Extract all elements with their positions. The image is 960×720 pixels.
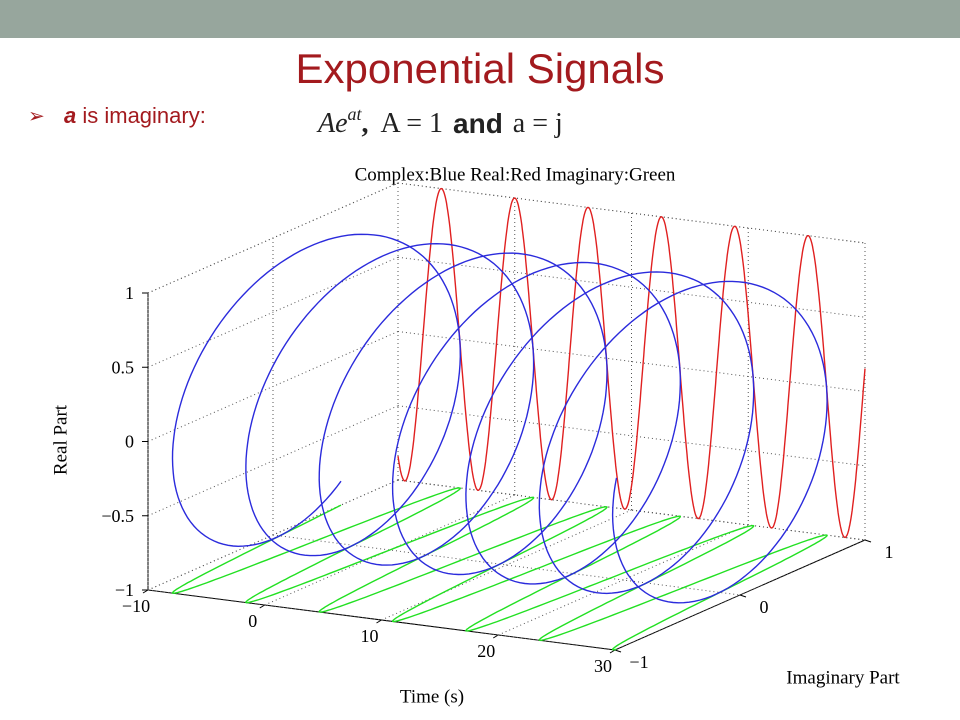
- y-tick-label: 1: [885, 542, 894, 562]
- x-tick: [259, 604, 266, 609]
- formula: Aeat, A = 1 and a = j: [316, 104, 563, 139]
- z-tick-label: 0: [125, 432, 134, 452]
- grid-line: [397, 405, 866, 467]
- x-tick-label: 30: [594, 656, 612, 676]
- formula-sep: ,: [362, 108, 369, 139]
- bullet-icon: ➢: [28, 105, 45, 127]
- grid-line: [147, 331, 399, 442]
- x-axis-label: Time (s): [400, 686, 464, 707]
- y-tick: [614, 649, 622, 653]
- formula-base: Ae: [316, 108, 348, 139]
- x-tick-label: 10: [361, 626, 379, 646]
- grid-line: [147, 182, 399, 294]
- grid-line: [147, 589, 616, 651]
- grid-line: [147, 405, 399, 517]
- slide-title: Exponential Signals: [296, 45, 665, 92]
- grid-line: [397, 256, 866, 318]
- formula-b: a = j: [513, 108, 563, 139]
- imaginary-curve: [171, 487, 828, 651]
- x-tick-label: 0: [248, 611, 257, 631]
- bullet-rest: is imaginary:: [76, 103, 206, 128]
- formula-a: A = 1: [381, 108, 443, 139]
- z-tick-label: 1: [125, 283, 134, 303]
- x-tick: [609, 649, 616, 654]
- y-tick: [739, 594, 747, 598]
- grid-line: [397, 182, 866, 244]
- bullet-var: a: [64, 103, 76, 128]
- real-curve: [397, 187, 866, 539]
- grid-line: [147, 479, 399, 591]
- chart-title: Complex:Blue Real:Red Imaginary:Green: [355, 164, 676, 185]
- header-bar: [0, 0, 960, 38]
- grid-line: [147, 256, 399, 368]
- grid-line: [498, 524, 749, 636]
- x-tick: [492, 634, 499, 639]
- formula-exp: at: [348, 104, 363, 124]
- x-tick-label: 20: [477, 641, 495, 661]
- formula-and: and: [453, 108, 503, 139]
- y-tick-label: −1: [629, 652, 648, 672]
- bullet-text: a is imaginary:: [64, 103, 206, 128]
- z-tick-label: 0.5: [112, 357, 135, 377]
- y-tick-label: 0: [760, 597, 769, 617]
- z-axis-label: Real Part: [50, 404, 71, 475]
- z-tick-label: −1: [115, 580, 134, 600]
- complex-curve: [171, 233, 828, 604]
- grid-line: [272, 534, 741, 596]
- y-axis-label: Imaginary Part: [786, 667, 900, 688]
- grid-line: [397, 331, 866, 392]
- y-tick: [864, 539, 872, 543]
- grid-line: [381, 509, 632, 621]
- x-tick-label: −10: [122, 596, 150, 616]
- x-tick: [376, 619, 382, 624]
- z-tick-label: −0.5: [101, 506, 134, 526]
